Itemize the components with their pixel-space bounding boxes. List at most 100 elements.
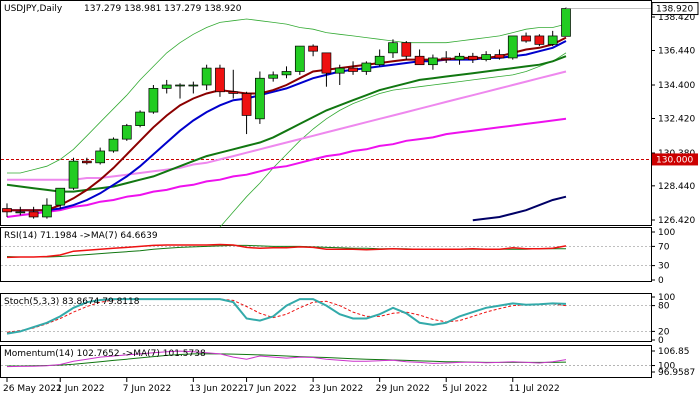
bollinger-upper-line xyxy=(7,18,567,174)
momentum-tick-label: 100 xyxy=(658,362,675,372)
bull-candle-body xyxy=(161,84,172,89)
candle xyxy=(148,85,159,114)
current-price-box xyxy=(651,2,699,16)
candle xyxy=(215,64,225,97)
candle xyxy=(121,123,132,141)
rsi-tick-label: 70 xyxy=(658,242,670,252)
main-panel xyxy=(0,0,652,226)
candle xyxy=(255,71,265,124)
bull-candle-body xyxy=(68,160,79,189)
candle xyxy=(494,49,505,60)
bull-candle-body xyxy=(121,125,132,140)
level-price-label: 130.000 xyxy=(656,155,693,165)
momentum-plot xyxy=(1,350,651,368)
candle xyxy=(95,147,106,165)
bear-candle-body xyxy=(494,54,505,59)
bear-candle-body xyxy=(467,55,478,60)
candle xyxy=(294,45,305,75)
bull-candle-body xyxy=(507,35,518,59)
candle xyxy=(374,49,385,67)
candle xyxy=(161,79,172,94)
rsi-tick-label: 100 xyxy=(658,228,675,238)
candle xyxy=(201,64,212,91)
bull-candle-body xyxy=(188,84,199,87)
bear-candle-body xyxy=(28,211,39,218)
candle xyxy=(268,71,279,82)
candle xyxy=(228,69,239,99)
candle xyxy=(414,49,425,66)
ma-navy-line xyxy=(472,195,567,222)
candle xyxy=(481,51,491,62)
bull-candle-body xyxy=(361,62,372,72)
bull-candle-body xyxy=(281,71,292,76)
bear-candle-body xyxy=(348,67,358,72)
date-tick-label: 23 Jun 2022 xyxy=(309,384,363,394)
bull-candle-body xyxy=(561,8,571,37)
momentum-tick-label: 96.9587 xyxy=(658,368,695,378)
price-tick-label: 128.440 xyxy=(658,182,695,192)
ma-slow-line xyxy=(6,55,567,193)
bull-candle-body xyxy=(55,187,66,206)
rsi-plot xyxy=(1,243,651,267)
candle xyxy=(521,32,531,43)
candle xyxy=(454,52,465,65)
date-tick-label: 1 Jun 2022 xyxy=(56,384,104,394)
bear-candle-body xyxy=(228,91,239,94)
candle xyxy=(55,187,66,209)
bull-candle-body xyxy=(15,211,26,214)
candle xyxy=(308,44,318,57)
candle xyxy=(348,61,358,75)
momentum-label: Momentum(14) 102.7652 ->MA(7) 101.5738 xyxy=(4,349,206,359)
rsi-tick-label: 0 xyxy=(658,276,664,286)
candle xyxy=(188,81,199,94)
date-tick-label: 26 May 2022 xyxy=(3,384,62,394)
bear-candle-body xyxy=(441,57,452,60)
candle xyxy=(28,206,39,219)
panel-frames xyxy=(0,0,652,378)
candle xyxy=(241,91,252,135)
price-tick-label: 134.400 xyxy=(658,81,695,91)
bull-candle-body xyxy=(108,138,119,152)
rsi-line xyxy=(6,243,567,259)
candle xyxy=(175,83,185,99)
axes: 138.420136.440134.400132.420130.380128.4… xyxy=(3,2,699,394)
ma-fast-line xyxy=(7,36,567,212)
bull-candle-body xyxy=(454,55,465,60)
candle xyxy=(281,66,292,79)
candle xyxy=(2,203,12,217)
bull-candle-body xyxy=(255,77,265,120)
rsi-panel xyxy=(0,227,652,282)
candle xyxy=(401,41,412,60)
bull-candle-body xyxy=(294,45,305,72)
bear-candle-body xyxy=(414,55,425,66)
date-tick-label: 13 Jun 2022 xyxy=(189,384,243,394)
price-tick-label: 126.420 xyxy=(658,216,695,226)
date-tick-label: 17 Jun 2022 xyxy=(243,384,297,394)
bear-candle-body xyxy=(241,93,252,116)
bull-candle-body xyxy=(135,111,145,126)
momentum-tick-label: 106.85 xyxy=(658,347,690,357)
date-tick-label: 11 Jul 2022 xyxy=(509,384,560,394)
bollinger-lower-line xyxy=(219,52,567,228)
price-tick-label: 132.420 xyxy=(658,115,695,125)
main-plot xyxy=(1,7,651,228)
date-tick-label: 5 Jul 2022 xyxy=(442,384,487,394)
candle xyxy=(441,51,452,64)
date-tick-label: 7 Jun 2022 xyxy=(123,384,171,394)
bear-candle-body xyxy=(308,45,318,52)
bull-candle-body xyxy=(42,204,52,218)
bear-candle-body xyxy=(321,52,332,74)
date-tick-label: 29 Jun 2022 xyxy=(376,384,430,394)
ma-pink-line xyxy=(7,70,567,181)
price-tick-label: 138.420 xyxy=(658,13,695,23)
stoch-tick-label: 80 xyxy=(658,302,670,312)
ma-magenta-line xyxy=(6,117,567,218)
bull-candle-body xyxy=(175,84,185,87)
bull-candle-body xyxy=(148,88,159,113)
bull-candle-body xyxy=(388,42,398,54)
bull-candle-body xyxy=(201,67,212,86)
candle xyxy=(82,157,92,165)
stoch-panel xyxy=(0,293,652,342)
candle xyxy=(108,137,119,153)
